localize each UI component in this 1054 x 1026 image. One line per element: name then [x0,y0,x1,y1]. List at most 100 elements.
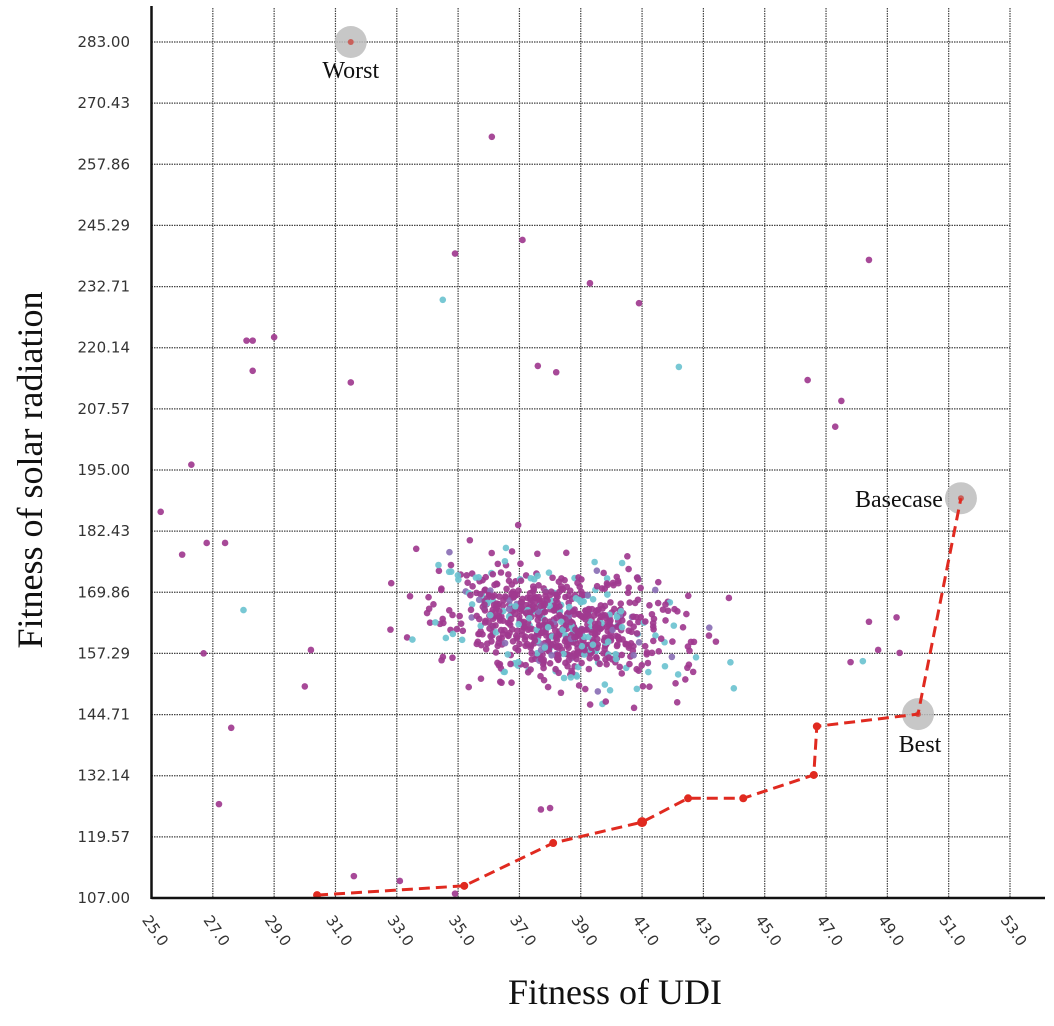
data-point [482,573,490,581]
data-point [730,684,738,692]
data-point [592,653,600,661]
data-point [687,638,695,646]
data-point [489,570,497,578]
data-point [651,586,659,594]
data-point [221,539,229,547]
data-point [432,619,439,626]
data-point [626,599,634,606]
data-point [628,628,635,636]
data-point [495,612,503,620]
annotation-worst: Worst [322,58,379,84]
data-point [613,642,621,650]
data-point [507,660,514,668]
data-point [662,601,669,608]
data-point [502,544,510,552]
data-point [624,552,631,560]
data-point [559,626,566,634]
data-point [629,613,637,620]
data-point [511,610,519,618]
data-point [642,618,649,625]
data-point [552,634,560,642]
annotation-best: Best [899,732,942,758]
data-point [692,653,700,661]
data-point [575,682,583,689]
pareto-point [460,881,469,890]
data-point [492,649,500,656]
data-point [614,623,621,631]
data-point [591,558,598,566]
data-point [497,626,505,634]
data-point [249,367,256,375]
data-point [565,644,572,652]
data-point [307,646,315,654]
data-point [661,662,669,670]
data-point [403,634,411,641]
data-point [491,592,498,599]
data-point [603,623,611,631]
data-point [553,614,560,622]
x-tick-label: 29.0 [261,912,295,950]
data-point [562,549,570,557]
data-point [505,571,512,578]
data-point [468,601,476,608]
data-point [582,615,589,623]
data-point [865,618,873,626]
data-point [178,551,186,558]
data-point [477,675,485,683]
y-tick-label: 270.43 [78,94,131,112]
data-point [650,637,657,645]
population-points [157,133,903,897]
x-tick-label: 39.0 [567,912,601,950]
data-point [618,670,626,677]
data-point [625,565,632,573]
data-point [604,591,611,598]
data-point [437,586,445,594]
data-point [412,545,420,553]
data-point [610,605,618,613]
data-point [655,647,663,655]
data-point [552,665,559,673]
data-point [488,638,495,645]
data-point [442,634,450,642]
data-point [509,638,517,645]
data-point [435,567,443,575]
data-point [547,588,555,595]
data-point [617,607,625,615]
x-tick-label: 25.0 [138,912,172,950]
data-point [475,615,483,623]
data-point [513,627,521,635]
data-point [652,632,659,639]
data-point [507,615,515,623]
data-point [668,653,676,661]
data-point [488,133,496,141]
data-point [622,640,630,648]
data-point [575,574,582,581]
annotation-basecase: Basecase [855,487,943,513]
data-point [669,638,676,645]
data-point [609,626,616,634]
data-point [451,250,459,257]
data-point [517,560,524,567]
data-point [489,606,497,614]
data-point [387,626,394,633]
data-point [602,656,609,663]
data-point [534,550,541,558]
data-point [633,685,641,693]
data-point [565,603,573,611]
data-point [485,591,493,599]
data-point [612,650,619,658]
data-point [586,654,594,662]
data-point [613,573,621,581]
data-point [643,651,651,658]
data-point [593,582,601,590]
data-point [409,636,416,643]
data-point [249,337,256,344]
data-point [555,578,563,585]
data-point [593,635,601,643]
data-point [541,644,549,651]
data-point [535,582,542,589]
data-point [637,584,644,592]
data-point [557,689,565,697]
data-point [466,536,474,544]
data-point [519,236,526,244]
